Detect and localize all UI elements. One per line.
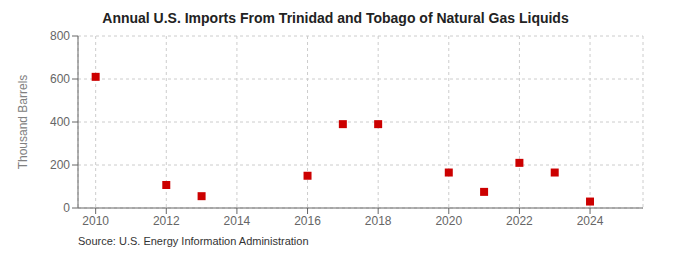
svg-text:2016: 2016 (294, 214, 321, 228)
svg-text:2022: 2022 (506, 214, 533, 228)
svg-text:200: 200 (50, 158, 70, 172)
svg-text:0: 0 (63, 201, 70, 215)
svg-text:2010: 2010 (82, 214, 109, 228)
svg-text:2018: 2018 (365, 214, 392, 228)
svg-text:Thousand Barrels: Thousand Barrels (16, 75, 30, 170)
svg-text:2024: 2024 (577, 214, 604, 228)
svg-text:2014: 2014 (224, 214, 251, 228)
html-text:Source: U.S. Energy Informatio: Source: U.S. Energy Information Administ… (78, 235, 309, 247)
svg-text:400: 400 (50, 115, 70, 129)
svg-text:2012: 2012 (153, 214, 180, 228)
svg-text:800: 800 (50, 29, 70, 43)
html-text:Annual U.S. Imports From Trini: Annual U.S. Imports From Trinidad and To… (102, 10, 569, 26)
svg-text:600: 600 (50, 72, 70, 86)
svg-text:2020: 2020 (435, 214, 462, 228)
